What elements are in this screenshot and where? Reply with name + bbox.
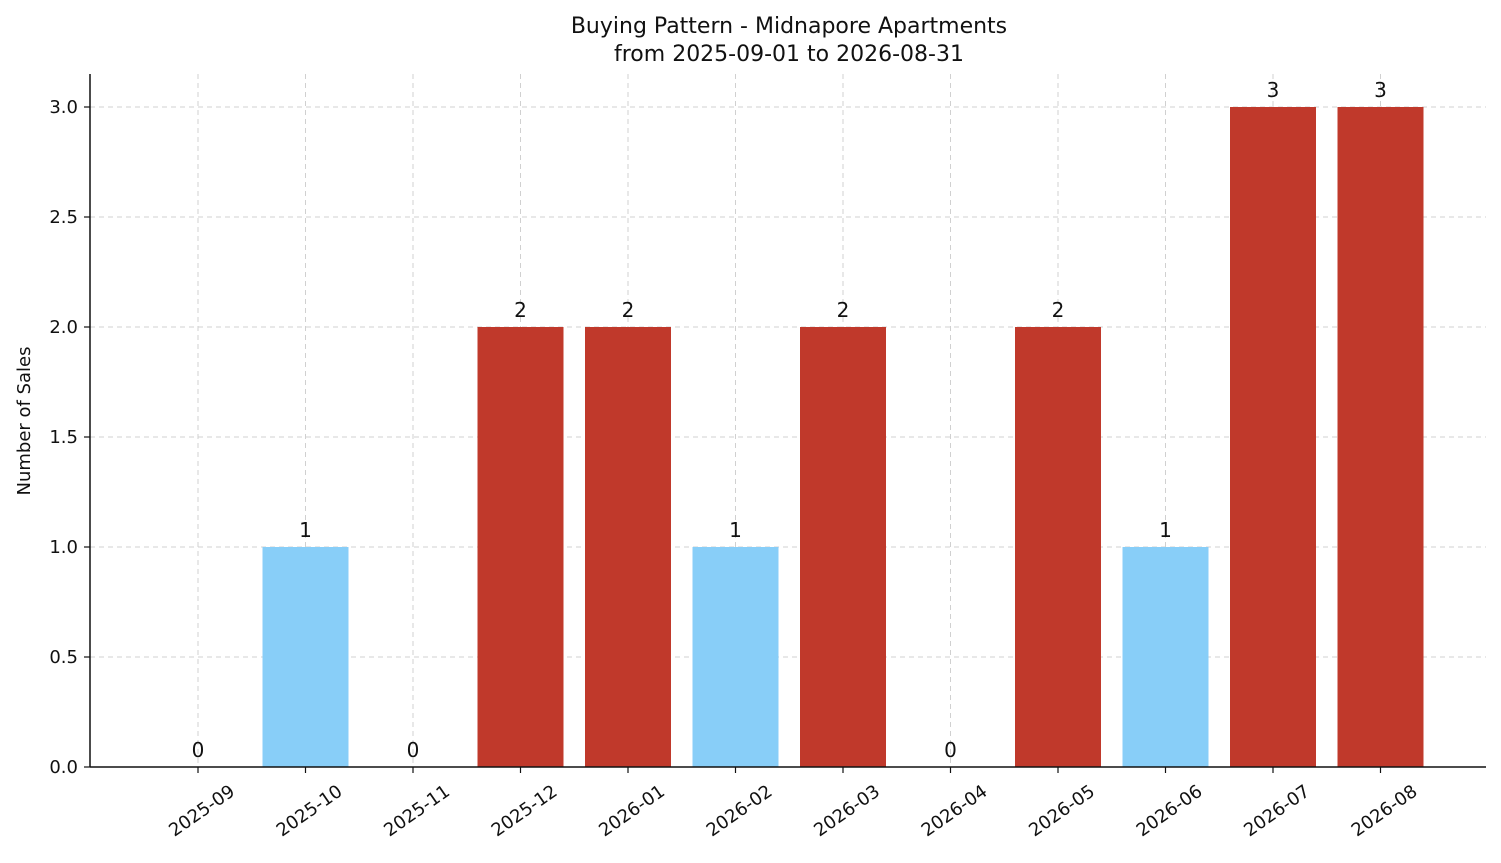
y-tick-label-2: 1.0: [49, 537, 78, 558]
data-label-2026-04: 0: [944, 738, 957, 762]
data-label-2025-10: 1: [299, 518, 312, 542]
chart-subtitle: from 2025-09-01 to 2026-08-31: [614, 42, 964, 67]
bar-2025-12: [477, 327, 564, 767]
data-label-2025-09: 0: [192, 738, 205, 762]
bar-2026-01: [585, 327, 671, 767]
chart-title: Buying Pattern - Midnapore Apartments: [571, 14, 1007, 39]
x-tick-label-2026-01: 2026-01: [595, 781, 669, 841]
bar-2026-02: [692, 547, 779, 767]
y-tick-label-0: 0.0: [49, 757, 78, 778]
y-axis-ticks: 0.0 0.5 1.0 1.5 2.0 2.5 3.0: [49, 97, 90, 778]
x-tick-label-2026-04: 2026-04: [918, 781, 992, 841]
x-tick-label-2025-10: 2025-10: [273, 781, 347, 841]
data-label-2026-06: 1: [1159, 518, 1172, 542]
y-axis-label: Number of Sales: [14, 346, 35, 495]
x-tick-label-2026-02: 2026-02: [703, 781, 777, 841]
x-tick-label-2025-12: 2025-12: [488, 781, 562, 841]
x-tick-label-2026-06: 2026-06: [1133, 781, 1207, 841]
data-label-2026-01: 2: [622, 298, 635, 322]
bar-2026-07: [1230, 107, 1316, 767]
x-tick-label-2026-05: 2026-05: [1025, 781, 1099, 841]
x-tick-label-2025-09: 2025-09: [165, 781, 239, 841]
x-axis-ticks: 2025-09 2025-10 2025-11 2025-12 2026-01 2026-…: [165, 767, 1421, 841]
bar-2025-10: [262, 547, 349, 767]
data-label-2025-11: 0: [407, 738, 420, 762]
bar-2026-03: [800, 327, 886, 767]
data-labels: 0 1 0 2 2 1 2 0 2 1 3 3: [192, 78, 1387, 762]
data-label-2026-02: 1: [729, 518, 742, 542]
data-label-2026-03: 2: [837, 298, 850, 322]
data-label-2026-08: 3: [1374, 78, 1387, 102]
y-tick-label-5: 2.5: [49, 207, 78, 228]
x-tick-label-2026-03: 2026-03: [810, 781, 884, 841]
bar-2026-05: [1015, 327, 1101, 767]
y-tick-label-6: 3.0: [49, 97, 78, 118]
x-tick-label-2026-07: 2026-07: [1240, 781, 1314, 841]
x-tick-label-2025-11: 2025-11: [380, 781, 454, 841]
bar-2026-06: [1122, 547, 1209, 767]
x-tick-label-2026-08: 2026-08: [1348, 781, 1422, 841]
data-label-2026-07: 3: [1267, 78, 1280, 102]
bars: [262, 107, 1424, 767]
bar-2026-08: [1337, 107, 1424, 767]
data-label-2025-12: 2: [514, 298, 527, 322]
data-label-2026-05: 2: [1052, 298, 1065, 322]
y-tick-label-4: 2.0: [49, 317, 78, 338]
axes: [89, 74, 1486, 768]
y-tick-label-1: 0.5: [49, 647, 78, 668]
y-tick-label-3: 1.5: [49, 427, 78, 448]
